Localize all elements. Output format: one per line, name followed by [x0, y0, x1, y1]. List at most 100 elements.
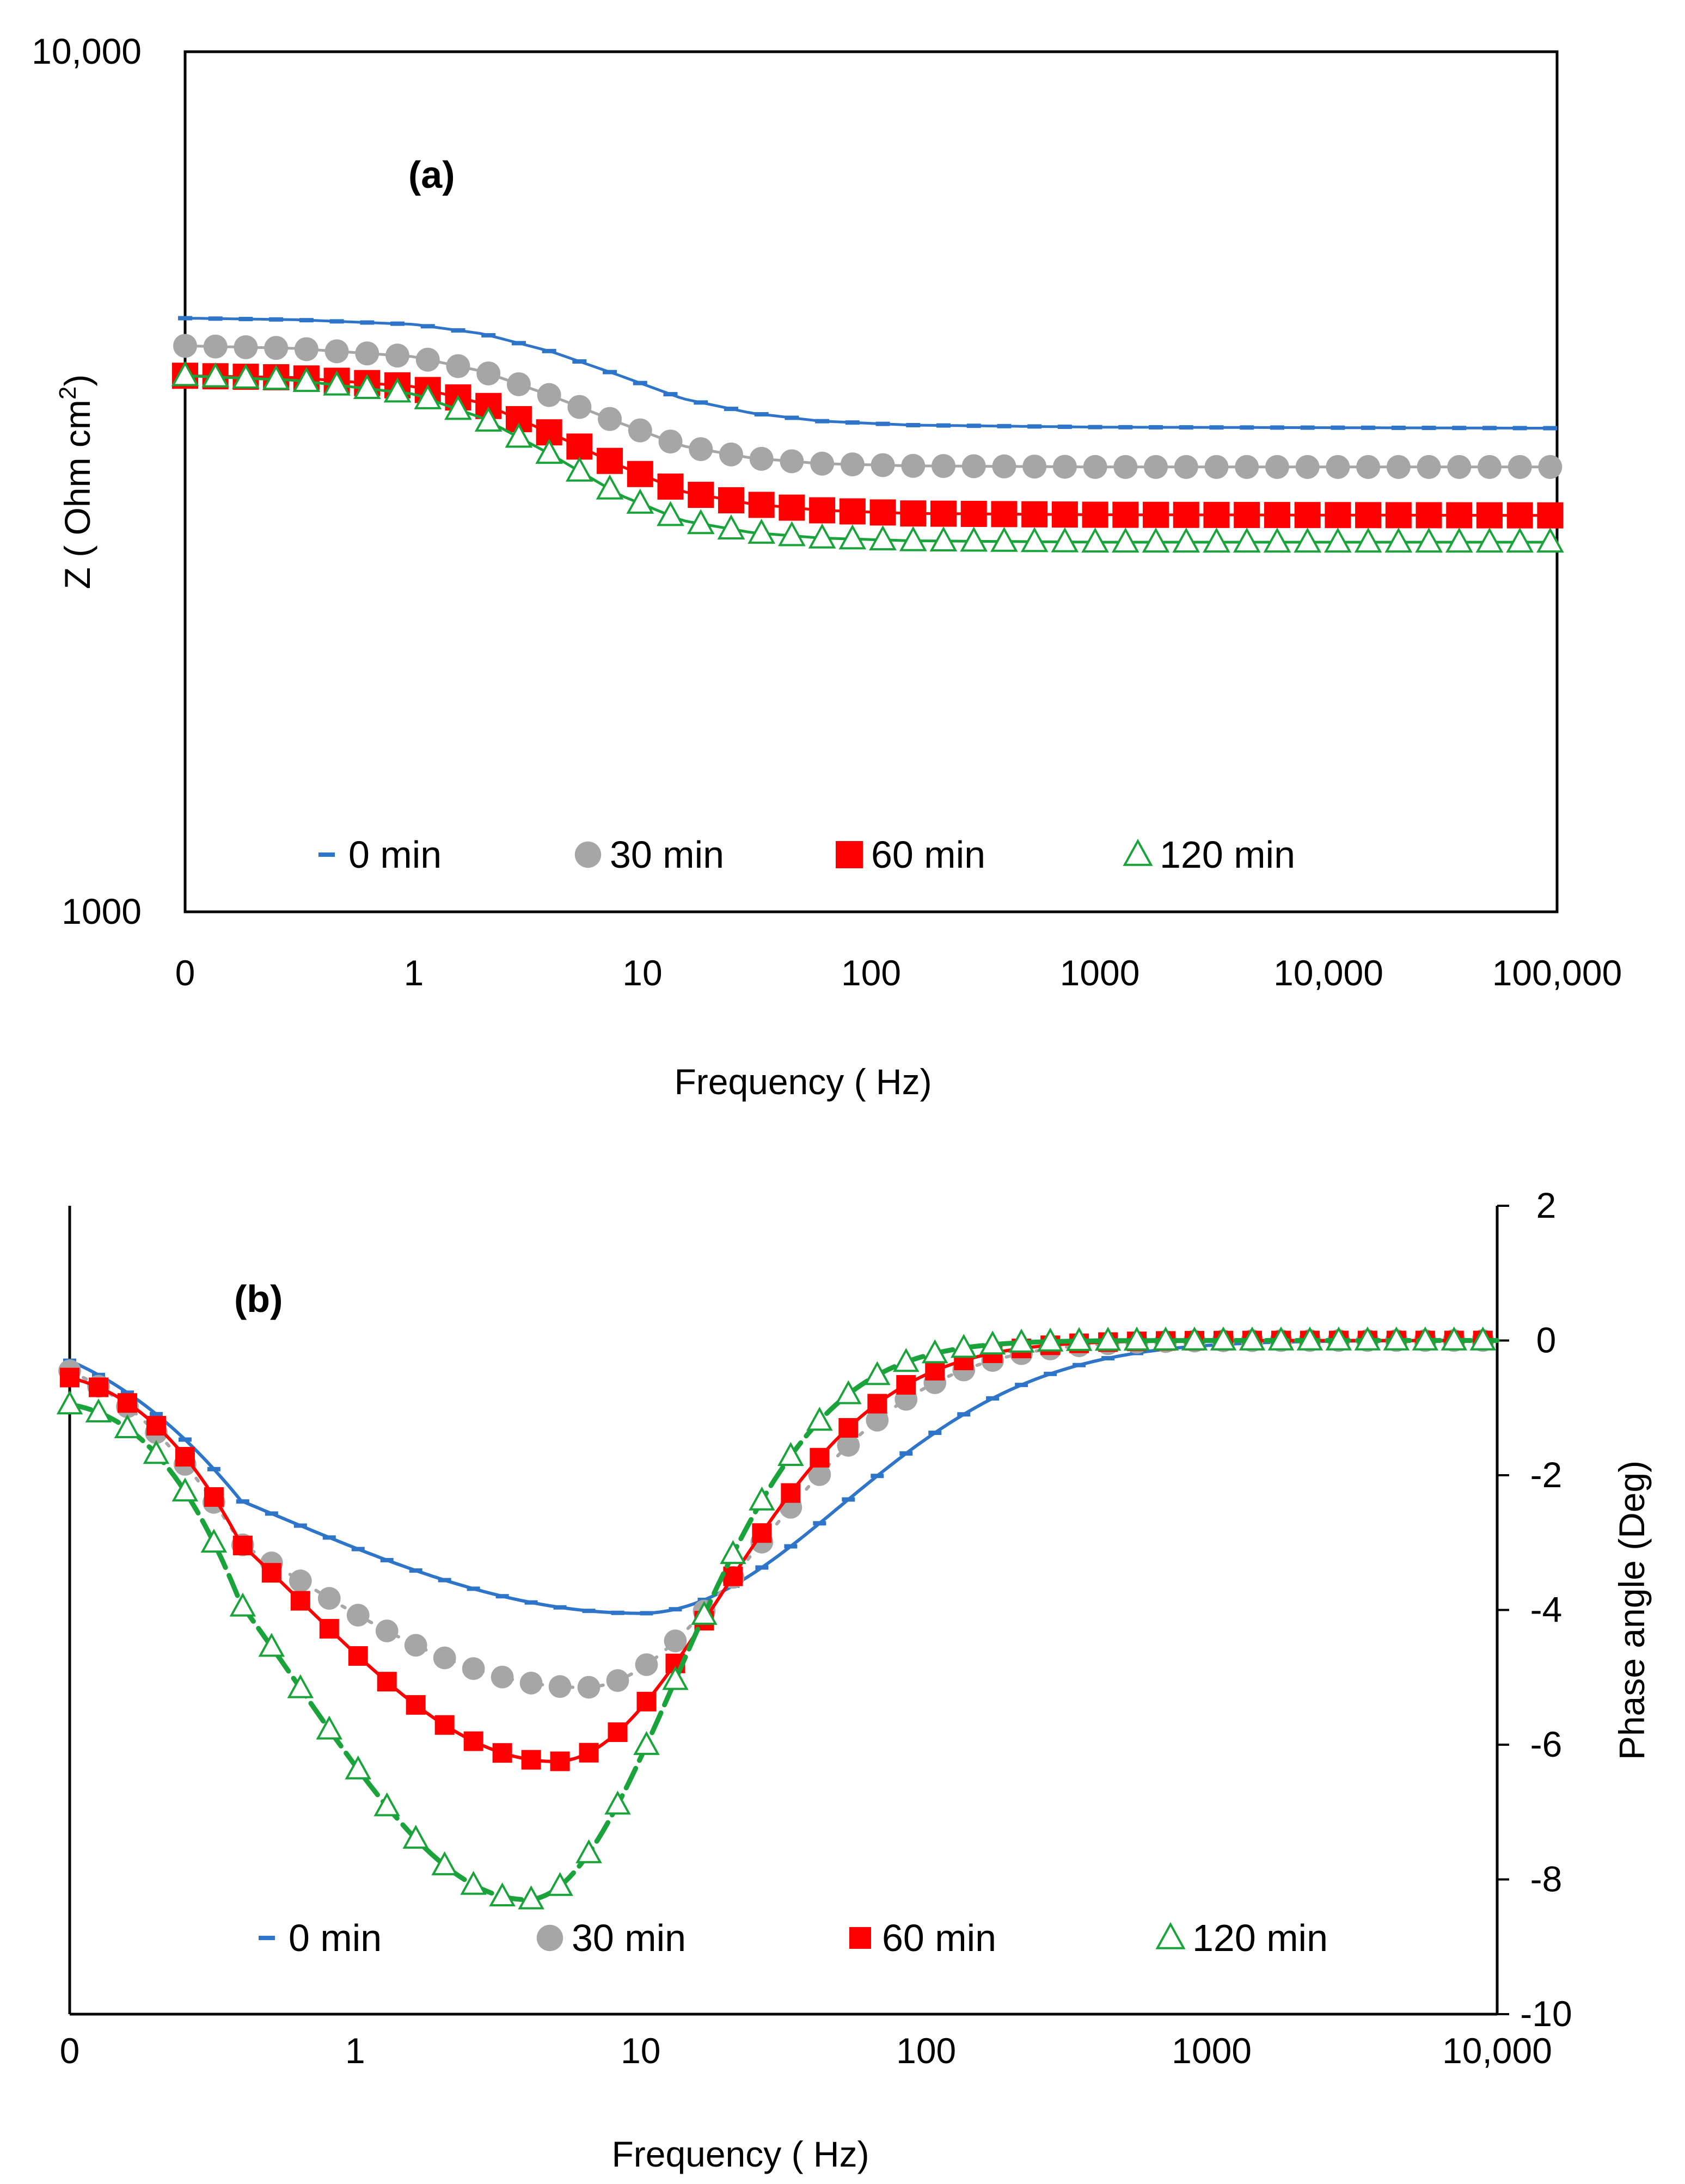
data-point-b	[346, 1604, 370, 1627]
x-tick-label-b: 10,000	[1442, 2030, 1552, 2071]
data-point-a	[1142, 527, 1170, 553]
data-point-b	[986, 1396, 1000, 1401]
data-point-a	[329, 319, 344, 324]
data-point-b	[979, 1330, 1006, 1355]
data-point-b	[1073, 1363, 1086, 1367]
data-point-b	[434, 1715, 455, 1735]
data-point-b	[85, 1398, 112, 1422]
data-point-b	[322, 1535, 336, 1540]
data-point-a	[932, 454, 955, 478]
data-point-b	[664, 1629, 687, 1653]
data-point-b	[892, 1348, 920, 1372]
series-line-a	[185, 317, 1558, 430]
data-point-a	[390, 321, 405, 326]
data-point-b	[550, 1751, 570, 1771]
data-point-a	[1543, 426, 1558, 431]
data-point-b	[114, 1414, 141, 1439]
data-point-a	[906, 422, 921, 427]
data-point-a	[355, 341, 379, 366]
data-point-a	[269, 317, 284, 322]
data-point-b	[1412, 1326, 1439, 1351]
data-point-b	[1037, 1327, 1064, 1352]
data-point-b	[178, 1437, 192, 1442]
data-point-a	[1324, 527, 1352, 553]
x-tick-label-a: 0	[175, 953, 195, 993]
data-point-b	[752, 1523, 772, 1543]
y-tick-label-b: -10	[1520, 1993, 1572, 2034]
data-point-b	[375, 1619, 399, 1642]
data-point-b	[921, 1339, 948, 1364]
data-point-b	[606, 1669, 629, 1692]
series-a-30-min	[173, 334, 1563, 479]
legend-marker-a	[318, 852, 335, 857]
legend-label-a: 0 min	[348, 833, 442, 876]
data-point-b	[781, 1483, 801, 1503]
data-point-a	[997, 424, 1012, 428]
data-point-a	[1179, 425, 1193, 430]
data-point-b	[438, 1578, 451, 1582]
data-point-a	[1331, 425, 1345, 430]
data-point-b	[348, 1646, 368, 1666]
data-point-a	[966, 424, 981, 428]
data-point-b	[204, 1487, 224, 1507]
data-point-b	[524, 1600, 538, 1605]
data-point-a	[1083, 455, 1107, 479]
data-point-a	[1421, 426, 1436, 431]
data-point-b	[749, 1486, 775, 1511]
data-point-a	[1204, 455, 1229, 479]
data-point-b	[431, 1851, 458, 1875]
data-point-a	[1384, 527, 1413, 553]
data-point-b	[171, 1477, 199, 1502]
data-point-a	[724, 407, 738, 412]
data-point-a	[1325, 502, 1351, 529]
data-point-a	[1326, 455, 1350, 479]
data-point-b	[319, 1619, 339, 1639]
data-point-a	[991, 501, 1018, 527]
data-point-b	[287, 1674, 314, 1698]
data-point-b	[1015, 1383, 1028, 1388]
data-point-b	[120, 1390, 134, 1395]
data-point-a	[657, 473, 684, 500]
data-point-a	[1081, 527, 1109, 553]
legend-marker-b	[1155, 1922, 1186, 1949]
y-tick-label-a: 10,000	[32, 31, 142, 71]
y-axis-title-a-main: Z ( Ohm cm	[57, 400, 97, 589]
data-point-a	[420, 324, 435, 329]
data-point-b	[293, 1523, 307, 1528]
data-point-a	[657, 501, 684, 526]
data-point-a	[1020, 527, 1049, 553]
data-point-a	[689, 437, 713, 462]
legend-b: 0 min 30 min 60 min 120 min	[259, 1917, 1328, 1959]
data-point-b	[784, 1544, 798, 1549]
x-tick-label-b: 1	[345, 2030, 365, 2071]
data-point-b	[290, 1591, 310, 1611]
data-point-a	[567, 395, 592, 419]
data-point-a	[1235, 455, 1259, 479]
panel-label-b: (b)	[234, 1278, 283, 1320]
data-point-a	[360, 320, 375, 325]
series-a-0-min	[178, 316, 1558, 431]
data-point-b	[88, 1377, 108, 1397]
data-point-a	[749, 446, 774, 471]
data-point-a	[747, 518, 776, 544]
data-point-a	[754, 412, 769, 417]
data-point-a	[1477, 455, 1502, 479]
x-tick-label-a: 1000	[1060, 953, 1140, 993]
data-point-a	[900, 500, 927, 527]
data-point-a	[840, 452, 865, 477]
data-point-a	[208, 316, 223, 321]
series-group-a	[171, 316, 1564, 553]
data-point-b	[925, 1360, 945, 1381]
x-tick-label-a: 1	[404, 953, 424, 993]
data-point-a	[961, 454, 986, 478]
series-b-60-min	[60, 1330, 1499, 1771]
data-point-b	[636, 1691, 657, 1711]
data-point-b	[467, 1586, 480, 1591]
data-point-a	[1386, 455, 1411, 479]
legend-label-b: 0 min	[289, 1917, 382, 1959]
data-point-a	[1172, 527, 1200, 553]
y-tick-label-a: 1000	[62, 891, 142, 931]
data-point-b	[635, 1653, 658, 1676]
data-point-a	[717, 514, 745, 539]
